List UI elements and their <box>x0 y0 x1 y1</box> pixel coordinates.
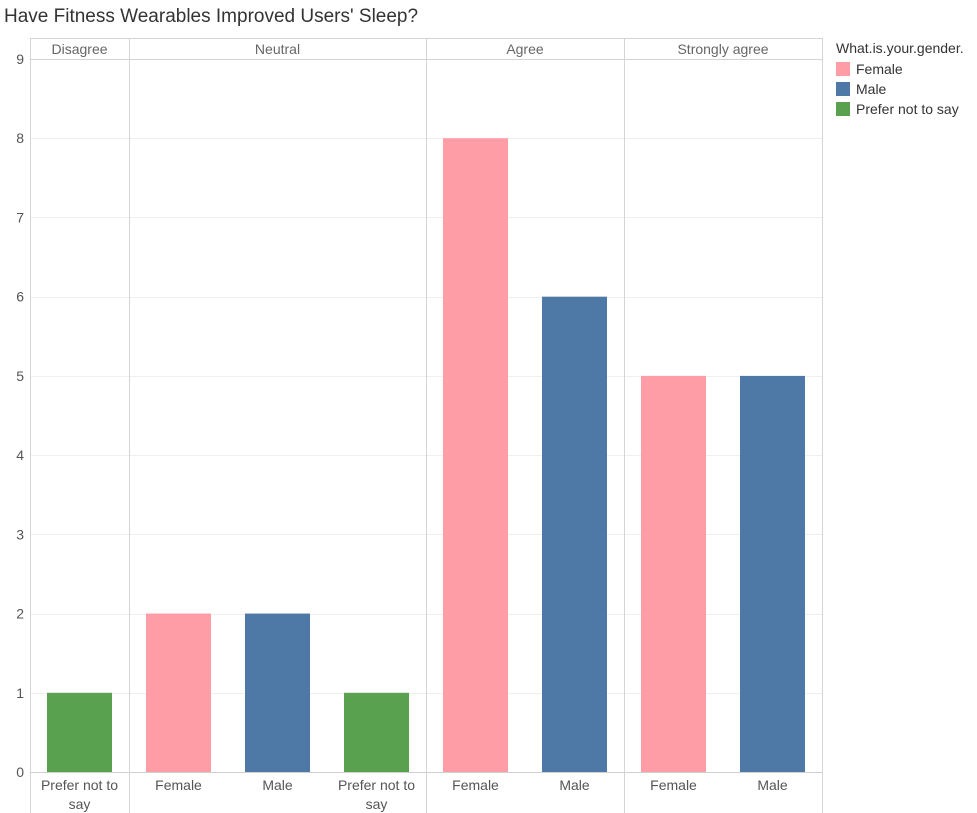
legend-label-prefer-not-to-say: Prefer not to say <box>856 101 959 117</box>
legend: What.is.your.gender. Female Male Prefer … <box>836 40 964 119</box>
y-tick-label-3: 3 <box>16 526 24 542</box>
chart-title: Have Fitness Wearables Improved Users' S… <box>4 6 419 27</box>
y-tick-label-6: 6 <box>16 289 24 305</box>
bar-neutral-prefer-not-to-say <box>344 692 409 772</box>
y-tick-label-0: 0 <box>16 764 24 780</box>
x-tick-label-disagree-prefer-not-to-say-line1: Prefer not to <box>41 777 118 793</box>
legend-swatch-female <box>836 62 850 76</box>
panel-header-neutral: Neutral <box>255 41 300 57</box>
y-tick-label-7: 7 <box>16 209 24 225</box>
x-tick-label-disagree-prefer-not-to-say-line2: say <box>69 796 91 812</box>
bar-strongly-agree-male <box>740 375 805 772</box>
bar-strongly-agree-female <box>641 375 706 772</box>
x-tick-label-neutral-prefer-not-to-say-line2: say <box>366 796 388 812</box>
bar-neutral-male <box>245 613 310 772</box>
x-tick-label-strongly-agree-female: Female <box>650 777 697 793</box>
legend-item-male[interactable]: Male <box>836 79 964 99</box>
bar-disagree-prefer-not-to-say <box>47 692 112 772</box>
y-tick-label-1: 1 <box>16 685 24 701</box>
panel-header-disagree: Disagree <box>51 41 107 57</box>
legend-item-prefer-not-to-say[interactable]: Prefer not to say <box>836 99 964 119</box>
y-tick-label-5: 5 <box>16 368 24 384</box>
x-tick-label-neutral-prefer-not-to-say-line1: Prefer not to <box>338 777 415 793</box>
x-tick-label-neutral-male: Male <box>262 777 293 793</box>
bar-agree-female <box>443 138 508 772</box>
x-tick-label-agree-female: Female <box>452 777 499 793</box>
x-tick-label-strongly-agree-male: Male <box>757 777 788 793</box>
panel-header-agree: Agree <box>506 41 544 57</box>
bar-agree-male <box>542 296 607 772</box>
y-tick-label-9: 9 <box>16 51 24 67</box>
legend-swatch-prefer-not-to-say <box>836 102 850 116</box>
y-tick-label-8: 8 <box>16 130 24 146</box>
legend-title: What.is.your.gender. <box>836 40 964 56</box>
legend-item-female[interactable]: Female <box>836 59 964 79</box>
x-tick-label-neutral-female: Female <box>155 777 202 793</box>
legend-swatch-male <box>836 82 850 96</box>
legend-label-female: Female <box>856 61 903 77</box>
bar-neutral-female <box>146 613 211 772</box>
panel-header-strongly-agree: Strongly agree <box>677 41 768 57</box>
y-tick-label-2: 2 <box>16 606 24 622</box>
legend-label-male: Male <box>856 81 887 97</box>
y-tick-label-4: 4 <box>16 447 24 463</box>
x-tick-label-agree-male: Male <box>559 777 590 793</box>
